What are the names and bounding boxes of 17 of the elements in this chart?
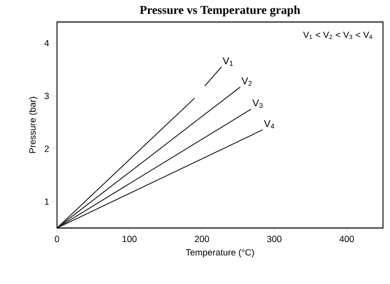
x-axis-title: Temperature (°C) — [186, 248, 254, 258]
x-tick-label: 300 — [267, 236, 282, 242]
series-label: V$_{3}$ — [252, 100, 263, 108]
x-tick-label: 400 — [340, 236, 354, 242]
y-tick-label: 3 — [44, 92, 49, 100]
series-label: V$_{2}$ — [242, 77, 252, 86]
x-tick-label: 100 — [122, 236, 137, 242]
y-tick-label: 2 — [44, 146, 49, 152]
y-tick-label: 4 — [44, 40, 49, 46]
x-tick-label: 200 — [194, 236, 210, 242]
x-tick-label: 0 — [54, 236, 60, 242]
series-label: V$_{1}$ — [222, 57, 233, 66]
chart-title: Pressure vs Temperature graph — [140, 6, 300, 17]
y-axis-title: Pressure (bar) — [29, 96, 38, 153]
annotation: V$_{1}$ < V$_{2}$ < V$_{3}$ < V$_{4}$ — [303, 32, 372, 40]
y-tick-label: 1 — [44, 198, 49, 205]
series-label: V$_{4}$ — [264, 120, 274, 129]
